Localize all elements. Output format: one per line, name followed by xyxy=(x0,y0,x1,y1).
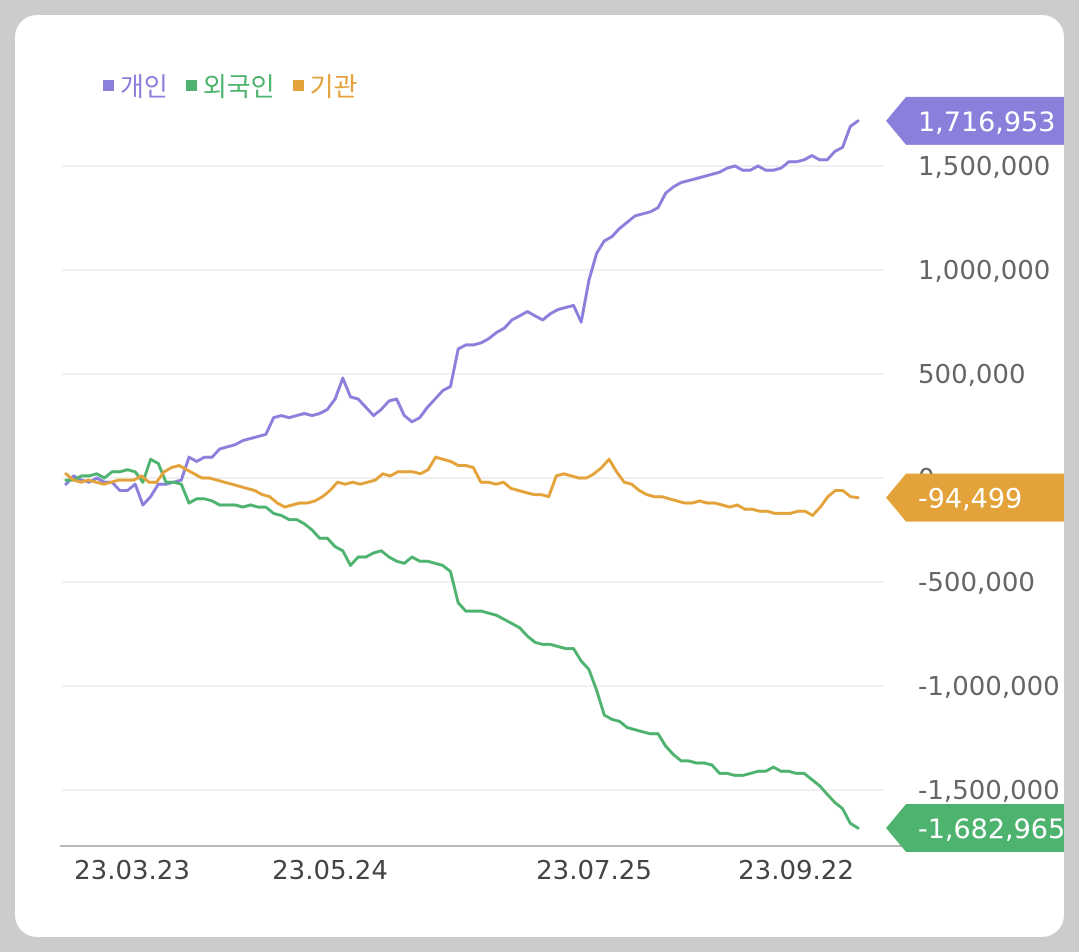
legend-swatch xyxy=(103,79,114,91)
last-value-label: -94,499 xyxy=(918,484,1022,515)
legend-item[interactable]: 외국인 xyxy=(185,67,275,104)
legend-swatch xyxy=(292,79,304,91)
legend-label: 기관 xyxy=(309,72,358,103)
line-chart: 1,500,0001,000,000500,0000-500,000-1,000… xyxy=(60,96,1064,886)
y-tick-label: 1,000,000 xyxy=(918,256,1050,286)
x-tick-label: 23.09.22 xyxy=(738,856,854,886)
legend-item[interactable]: 기관 xyxy=(292,67,358,104)
last-value-label: -1,682,965 xyxy=(918,814,1064,845)
last-value-badge xyxy=(886,96,1064,145)
last-value-badge xyxy=(886,804,1064,853)
y-tick-label: -1,500,000 xyxy=(918,776,1060,806)
y-tick-label: 500,000 xyxy=(918,360,1026,390)
series-line xyxy=(64,455,860,517)
legend-item[interactable]: 개인 xyxy=(103,67,168,104)
legend-swatch xyxy=(185,79,197,91)
last-value-label: 1,716,953 xyxy=(918,107,1055,138)
legend: 개인 외국인 기관 xyxy=(103,65,375,105)
x-tick-label: 23.05.24 xyxy=(272,856,388,886)
legend-label: 개인 xyxy=(120,72,168,103)
series-line xyxy=(64,119,860,507)
y-tick-label: -500,000 xyxy=(918,568,1035,598)
y-tick-label: -1,000,000 xyxy=(918,672,1060,702)
legend-label: 외국인 xyxy=(202,72,275,103)
x-tick-label: 23.03.23 xyxy=(74,856,190,886)
last-value-badge xyxy=(886,473,1064,522)
x-tick-label: 23.07.25 xyxy=(536,856,652,886)
series-line xyxy=(64,457,860,830)
y-tick-label: 1,500,000 xyxy=(918,152,1050,182)
